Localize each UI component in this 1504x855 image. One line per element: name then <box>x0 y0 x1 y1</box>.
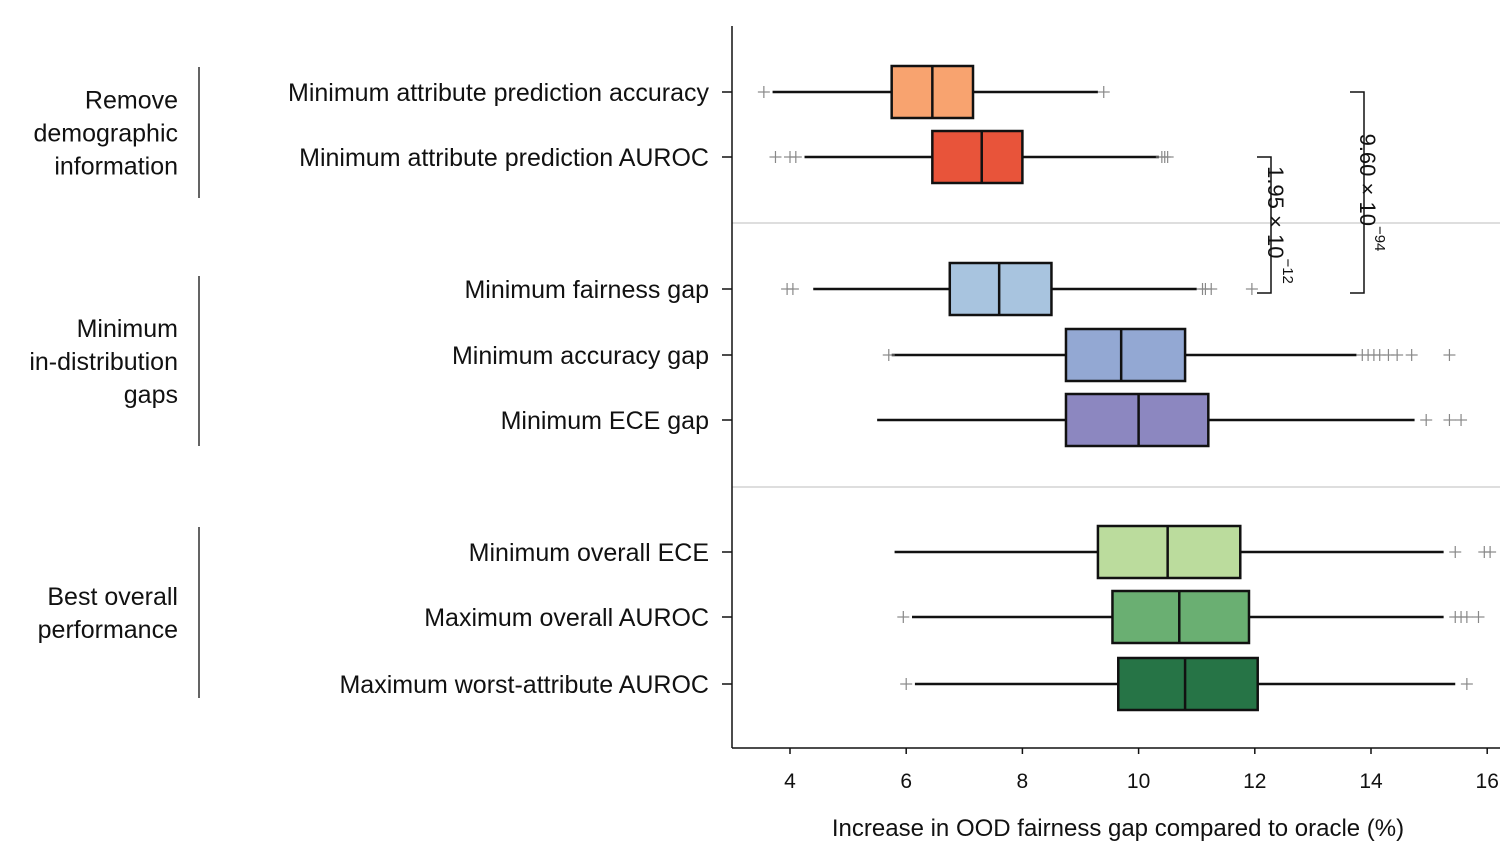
outlier-marker <box>1097 86 1110 98</box>
outlier-marker <box>900 678 913 690</box>
box-series: Minimum ECE gap <box>501 392 1468 448</box>
significance-bracket: 1.95 × 10−12 <box>1257 156 1296 294</box>
bracket-line <box>1350 91 1365 294</box>
box-series: Minimum accuracy gap <box>452 327 1456 383</box>
x-tick-label: 14 <box>1359 770 1383 793</box>
p-value-base: 1.95 × 10 <box>1263 166 1288 258</box>
bracket-line <box>1257 156 1272 294</box>
p-value-exponent: −94 <box>1371 226 1388 251</box>
category-label: Minimum attribute prediction accuracy <box>288 79 709 107</box>
group-label: performance <box>38 616 178 644</box>
x-tick-label: 10 <box>1127 770 1150 793</box>
category-label: Minimum ECE gap <box>501 407 709 435</box>
outlier-marker <box>897 611 910 623</box>
x-tick-label: 4 <box>784 770 796 793</box>
outlier-marker <box>1391 349 1404 361</box>
group-label: in-distribution <box>29 348 178 376</box>
outlier-marker <box>1449 546 1462 558</box>
iqr-box <box>1096 524 1242 580</box>
group-label: demographic <box>33 120 178 148</box>
group-label: Best overall <box>47 583 178 611</box>
category-label: Minimum fairness gap <box>464 276 709 304</box>
outlier-marker <box>1484 546 1497 558</box>
group-label: Remove <box>85 87 178 115</box>
outlier-marker <box>1205 283 1218 295</box>
category-label: Maximum overall AUROC <box>424 604 709 632</box>
box-series: Minimum attribute prediction AUROC <box>299 129 1174 185</box>
outlier-marker <box>1405 349 1418 361</box>
outlier-marker <box>1443 414 1456 426</box>
outlier-marker <box>1420 414 1433 426</box>
outlier-marker <box>1460 611 1473 623</box>
iqr-box <box>1111 589 1251 645</box>
p-value-base: 9.60 × 10 <box>1355 134 1380 226</box>
x-tick-label: 12 <box>1243 770 1266 793</box>
x-tick-label: 16 <box>1476 770 1499 793</box>
group-label: information <box>54 153 178 181</box>
iqr-box <box>1117 656 1259 712</box>
category-label: Maximum worst-attribute AUROC <box>339 671 709 699</box>
outlier-marker <box>1455 414 1468 426</box>
group-label: gaps <box>124 381 178 409</box>
box-series: Minimum attribute prediction accuracy <box>288 64 1110 120</box>
significance-bracket: 9.60 × 10−94 <box>1350 91 1388 294</box>
outlier-marker <box>1161 151 1174 163</box>
x-tick-label: 8 <box>1017 770 1029 793</box>
p-value-label: 1.95 × 10−12 <box>1263 166 1296 284</box>
group-label: Minimum <box>77 315 178 343</box>
x-tick-label: 6 <box>900 770 912 793</box>
outlier-marker <box>1443 349 1456 361</box>
x-axis-title: Increase in OOD fairness gap compared to… <box>832 815 1404 842</box>
outlier-marker <box>1472 611 1485 623</box>
iqr-box <box>931 129 1024 185</box>
outlier-marker <box>757 86 770 98</box>
box-series: Maximum worst-attribute AUROC <box>339 656 1473 712</box>
outlier-marker <box>882 349 895 361</box>
iqr-box <box>1064 327 1187 383</box>
box-series: Minimum overall ECE <box>469 524 1497 580</box>
p-value-label: 9.60 × 10−94 <box>1355 134 1388 252</box>
iqr-box <box>1064 392 1210 448</box>
outlier-marker <box>789 151 802 163</box>
outlier-marker <box>1460 678 1473 690</box>
category-label: Minimum overall ECE <box>469 539 709 567</box>
p-value-exponent: −12 <box>1279 258 1296 283</box>
iqr-box <box>948 261 1053 317</box>
box-series: Minimum fairness gap <box>464 261 1258 317</box>
category-label: Minimum accuracy gap <box>452 342 709 370</box>
outlier-marker <box>1245 283 1258 295</box>
outlier-marker <box>786 283 799 295</box>
category-label: Minimum attribute prediction AUROC <box>299 144 709 172</box>
box-series: Maximum overall AUROC <box>424 589 1485 645</box>
outlier-marker <box>769 151 782 163</box>
